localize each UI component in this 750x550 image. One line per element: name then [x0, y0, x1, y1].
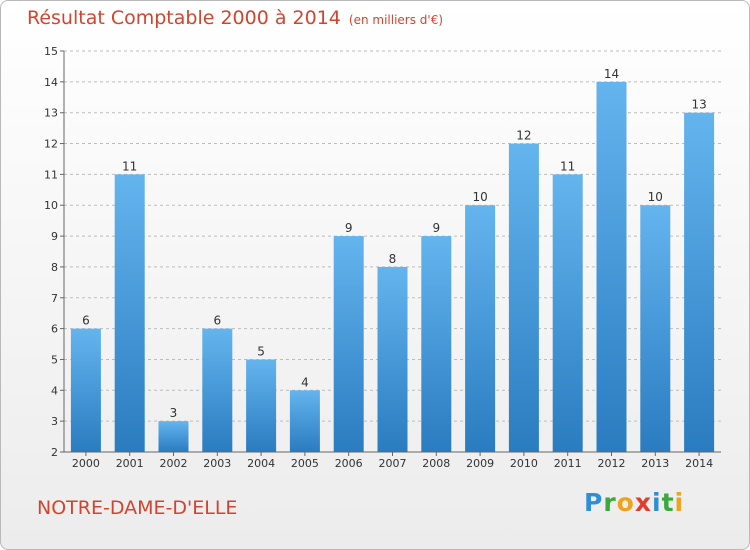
logo-letter: r	[603, 488, 617, 517]
bar[interactable]	[552, 174, 583, 452]
y-tick-label: 3	[51, 415, 58, 428]
data-label: 3	[170, 406, 178, 420]
x-tick-label: 2006	[335, 457, 363, 470]
y-tick-label: 7	[51, 292, 58, 305]
x-tick-label: 2009	[466, 457, 494, 470]
data-label: 11	[560, 159, 575, 173]
data-label: 10	[648, 190, 663, 204]
chart-subtitle: (en milliers d'€)	[348, 13, 444, 27]
x-tick-label: 2012	[598, 457, 626, 470]
data-label: 5	[257, 344, 265, 358]
logo-letter: o	[616, 488, 635, 517]
y-tick-label: 6	[51, 323, 58, 336]
x-tick-label: 2002	[160, 457, 188, 470]
data-label: 4	[301, 375, 309, 389]
y-tick-label: 9	[51, 230, 58, 243]
logo-letter: P	[584, 488, 604, 517]
x-tick-label: 2003	[203, 457, 231, 470]
data-label: 9	[345, 221, 353, 235]
logo-letter: t	[661, 488, 675, 517]
y-tick-label: 5	[51, 353, 58, 366]
bar[interactable]	[684, 112, 715, 452]
logo-letter: i	[652, 488, 662, 517]
data-label: 11	[122, 159, 137, 173]
x-tick-label: 2000	[72, 457, 100, 470]
data-label: 9	[432, 221, 440, 235]
bar[interactable]	[596, 81, 627, 452]
x-tick-label: 2005	[291, 457, 319, 470]
data-label: 6	[82, 314, 90, 328]
data-label: 12	[516, 129, 531, 143]
chart-title-text: Résultat Comptable 2000 à 2014	[27, 7, 341, 29]
y-tick-label: 4	[51, 384, 58, 397]
data-label: 6	[213, 314, 221, 328]
proxiti-logo[interactable]: Proxiti	[584, 488, 684, 517]
bars	[70, 81, 715, 453]
data-labels: 6 11 3 6 5 4 9 8 9 10 12 11 14 10 13	[82, 67, 707, 420]
data-label: 13	[691, 98, 706, 112]
x-tick-label: 2004	[247, 457, 275, 470]
town-name: NOTRE-DAME-D'ELLE	[37, 497, 238, 519]
x-tick-label: 2013	[641, 457, 669, 470]
y-tick-label: 10	[44, 199, 58, 212]
x-tick-label: 2010	[510, 457, 538, 470]
bar[interactable]	[289, 390, 320, 452]
logo-letter: x	[634, 488, 652, 517]
y-tick-label: 8	[51, 261, 58, 274]
x-tick-label: 2001	[116, 457, 144, 470]
x-tick-label: 2014	[685, 457, 713, 470]
bar[interactable]	[202, 328, 233, 452]
bar[interactable]	[421, 236, 452, 452]
x-tick-label: 2011	[554, 457, 582, 470]
bar[interactable]	[465, 205, 496, 452]
bar[interactable]	[114, 174, 145, 452]
bar[interactable]	[640, 205, 671, 452]
y-tick-label: 11	[44, 168, 58, 181]
bar[interactable]	[246, 359, 277, 452]
data-label: 10	[472, 190, 487, 204]
logo-letter: i	[674, 488, 685, 517]
chart-title: Résultat Comptable 2000 à 2014 (en millie…	[27, 7, 443, 29]
x-tick-label: 2008	[422, 457, 450, 470]
y-tick-label: 12	[44, 138, 58, 151]
y-tick-label: 13	[44, 107, 58, 120]
y-tick-label: 15	[44, 45, 58, 58]
data-label: 8	[389, 252, 397, 266]
bar[interactable]	[70, 328, 101, 452]
bar[interactable]	[333, 236, 364, 452]
x-tick-label: 2007	[379, 457, 407, 470]
bar[interactable]	[377, 266, 408, 452]
y-tick-label: 14	[44, 76, 58, 89]
y-tick-label: 2	[51, 446, 58, 459]
data-label: 14	[604, 67, 619, 81]
bar[interactable]	[158, 421, 189, 452]
bar[interactable]	[508, 143, 539, 453]
axes: 2 3 4 5 6 7 8 9 10 11 12 13 14 15 2000 2001 2002 2003 2004…	[44, 45, 721, 470]
